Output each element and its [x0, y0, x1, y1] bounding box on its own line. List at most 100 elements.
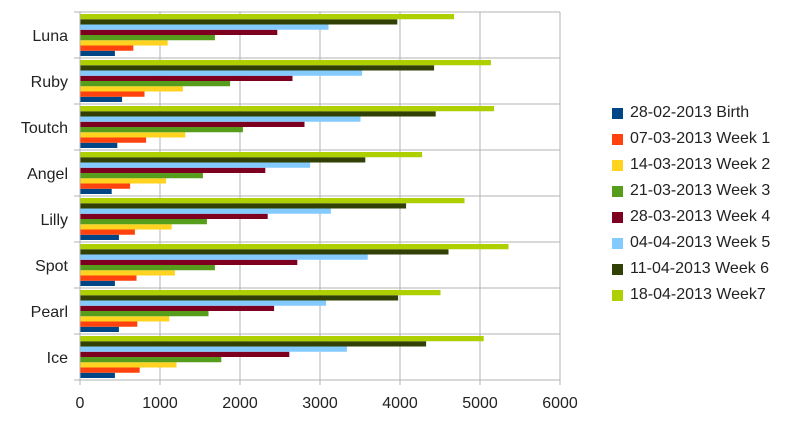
bar-toutch-series-2	[80, 137, 147, 143]
category-label: Ruby	[31, 74, 68, 91]
category-label: Luna	[32, 28, 68, 45]
bar-ruby-series-1	[80, 96, 123, 102]
legend-item: 04-04-2013 Week 5	[612, 230, 770, 256]
bar-luna-series-5	[80, 29, 278, 35]
x-tick-label: 0	[76, 395, 85, 412]
bar-pearl-series-7	[80, 295, 399, 301]
bar-spot-series-3	[80, 270, 175, 276]
bar-ice-series-7	[80, 341, 427, 347]
legend-label: 21-03-2013 Week 3	[630, 182, 771, 199]
legend-item: 21-03-2013 Week 3	[612, 178, 770, 204]
bar-pearl-series-4	[80, 311, 209, 317]
bar-pearl-series-6	[80, 300, 327, 306]
bar-spot-series-2	[80, 275, 137, 281]
legend-item: 18-04-2013 Week7	[612, 282, 770, 308]
x-tick-label: 5000	[462, 395, 498, 412]
category-label: Angel	[27, 166, 68, 183]
bar-spot-series-6	[80, 254, 368, 260]
x-tick-label: 6000	[542, 395, 578, 412]
bar-lilly-series-1	[80, 234, 119, 240]
legend-swatch	[612, 159, 623, 171]
bar-lilly-series-4	[80, 219, 207, 225]
legend-swatch	[612, 289, 623, 301]
legend-item: 28-03-2013 Week 4	[612, 204, 770, 230]
bar-luna-series-7	[80, 19, 398, 25]
legend-item: 14-03-2013 Week 2	[612, 152, 770, 178]
bar-luna-series-3	[80, 40, 168, 46]
bar-lilly-series-2	[80, 229, 135, 235]
x-tick-label: 3000	[302, 395, 338, 412]
legend-swatch	[612, 237, 623, 249]
legend-swatch	[612, 263, 623, 275]
bar-toutch-series-3	[80, 132, 186, 138]
legend-item: 07-03-2013 Week 1	[612, 126, 770, 152]
bar-ice-series-6	[80, 346, 347, 352]
bar-luna-series-4	[80, 35, 215, 41]
x-tick-label: 4000	[382, 395, 418, 412]
bar-spot-series-5	[80, 259, 298, 265]
bar-spot-series-4	[80, 265, 215, 271]
legend-swatch	[612, 107, 623, 119]
bar-toutch-series-1	[80, 142, 118, 148]
bar-ice-series-3	[80, 362, 177, 368]
bar-pearl-series-8	[80, 290, 441, 296]
bar-ruby-series-6	[80, 70, 363, 76]
bar-angel-series-8	[80, 152, 423, 158]
bar-angel-series-6	[80, 162, 311, 168]
bar-pearl-series-5	[80, 305, 275, 311]
bar-toutch-series-4	[80, 127, 243, 133]
bar-pearl-series-1	[80, 326, 119, 332]
bar-pearl-series-3	[80, 316, 170, 322]
legend-swatch	[612, 211, 623, 223]
category-label: Lilly	[40, 212, 68, 229]
bar-ruby-series-8	[80, 60, 491, 66]
legend-swatch	[612, 185, 623, 197]
category-label: Ice	[47, 350, 68, 367]
bar-ruby-series-7	[80, 65, 435, 71]
legend-swatch	[612, 133, 623, 145]
bar-lilly-series-3	[80, 224, 172, 230]
bar-luna-series-2	[80, 45, 134, 51]
bar-ruby-series-3	[80, 86, 183, 92]
legend-label: 14-03-2013 Week 2	[630, 156, 771, 173]
bar-ice-series-2	[80, 367, 140, 373]
category-label: Pearl	[31, 304, 68, 321]
bar-ice-series-5	[80, 351, 290, 357]
legend-label: 28-03-2013 Week 4	[630, 208, 771, 225]
bar-ice-series-1	[80, 372, 115, 378]
bar-ruby-series-4	[80, 81, 231, 87]
bar-lilly-series-6	[80, 208, 331, 214]
bar-toutch-series-6	[80, 116, 361, 122]
legend-item: 11-04-2013 Week 6	[612, 256, 770, 282]
bar-pearl-series-2	[80, 321, 138, 327]
bar-ice-series-8	[80, 336, 484, 342]
bar-angel-series-4	[80, 173, 203, 179]
bar-angel-series-2	[80, 183, 131, 189]
category-label: Spot	[35, 258, 68, 275]
bar-luna-series-8	[80, 14, 455, 20]
bar-lilly-series-5	[80, 213, 268, 219]
bar-spot-series-7	[80, 249, 449, 255]
bar-spot-series-8	[80, 244, 509, 250]
category-label: Toutch	[21, 120, 68, 137]
bar-angel-series-5	[80, 167, 266, 173]
legend-label: 11-04-2013 Week 6	[630, 260, 770, 277]
bar-luna-series-6	[80, 24, 329, 30]
x-tick-label: 2000	[222, 395, 258, 412]
legend-label: 18-04-2013 Week7	[630, 286, 766, 303]
bar-angel-series-1	[80, 188, 112, 194]
legend-label: 28-02-2013 Birth	[630, 104, 750, 121]
legend-label: 04-04-2013 Week 5	[630, 234, 771, 251]
bar-ice-series-4	[80, 357, 222, 363]
x-tick-label: 1000	[142, 395, 178, 412]
bar-toutch-series-7	[80, 111, 436, 117]
bar-angel-series-7	[80, 157, 366, 163]
legend: 28-02-2013 Birth 07-03-2013 Week 1 14-03-2…	[612, 100, 770, 308]
bar-ruby-series-2	[80, 91, 145, 97]
bar-spot-series-1	[80, 280, 115, 286]
legend-label: 07-03-2013 Week 1	[630, 130, 771, 147]
bar-lilly-series-7	[80, 203, 407, 209]
bar-lilly-series-8	[80, 198, 465, 204]
